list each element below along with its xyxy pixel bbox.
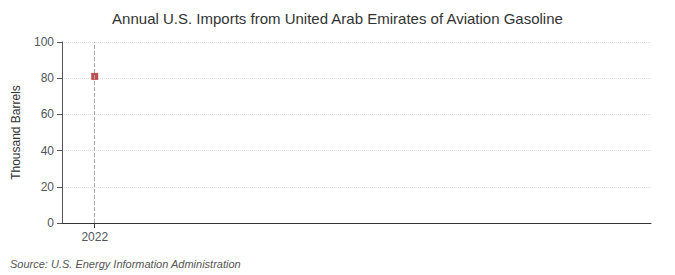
svg-text:20: 20 [41,180,55,194]
svg-text:Thousand Barrels: Thousand Barrels [9,85,23,180]
svg-text:Source: U.S. Energy Informatio: Source: U.S. Energy Information Administ… [10,258,241,270]
svg-text:2022: 2022 [81,230,108,244]
svg-text:60: 60 [41,107,55,121]
svg-text:40: 40 [41,144,55,158]
svg-text:0: 0 [47,216,54,230]
svg-text:100: 100 [34,35,54,49]
svg-text:80: 80 [41,71,55,85]
svg-text:Annual U.S. Imports from Unite: Annual U.S. Imports from United Arab Emi… [112,10,563,27]
